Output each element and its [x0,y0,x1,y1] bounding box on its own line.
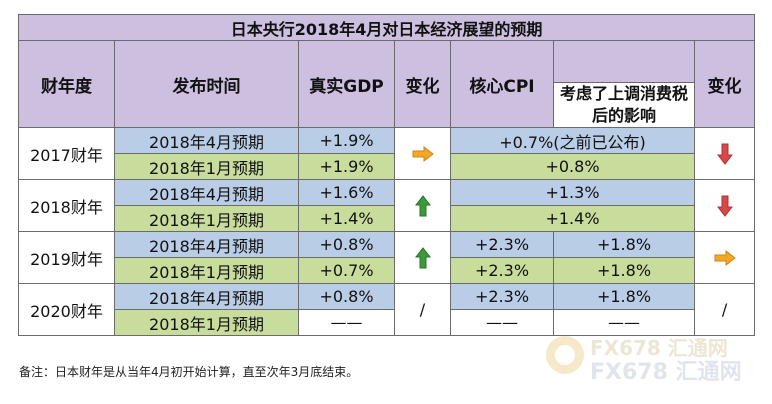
header-fiscal-year: 财年度 [18,40,115,128]
gdp-cell: +0.8% [298,231,395,258]
watermark-text: FX678 汇通网 [590,336,728,360]
gdp-change-cell [394,231,451,284]
tax-effect-cell: +1.8% [553,257,695,284]
release-time-cell: 2018年1月预期 [114,205,299,232]
year-label: 2020财年 [18,283,115,336]
release-time-cell: 2018年4月预期 [114,231,299,258]
gdp-cell: +0.7% [298,257,395,284]
boj-outlook-table: 日本央行2018年4月对日本经济展望的预期 财年度 发布时间 真实GDP 变化 … [17,14,756,336]
down-arrow-icon [716,143,733,165]
release-time-cell: 2018年4月预期 [114,127,299,154]
release-time-cell: 2018年1月预期 [114,257,299,284]
cpi-cell: +1.4% [450,205,695,232]
cpi-cell: +0.8% [450,153,695,180]
tax-effect-cell: +1.8% [553,283,695,310]
release-time-cell: 2018年1月预期 [114,309,299,336]
gdp-change-cell [394,179,451,232]
gdp-cell: +1.4% [298,205,395,232]
header-core-cpi: 核心CPI [450,40,554,128]
header-gdp-change: 变化 [394,40,451,128]
header-release-time: 发布时间 [114,40,299,128]
cpi-change-cell: / [693,283,756,336]
cpi-cell: +2.3% [450,257,554,284]
header-cpi-change: 变化 [693,40,756,128]
cpi-change-cell [693,179,756,232]
cpi-cell: +2.3% [450,231,554,258]
cpi-change-cell [693,231,756,284]
year-label: 2018财年 [18,179,115,232]
cpi-cell: +2.3% [450,283,554,310]
up-arrow-icon [414,194,431,216]
tax-effect-cell: +1.8% [553,231,695,258]
watermark-logo-icon [546,336,584,374]
gdp-cell: +1.6% [298,179,395,206]
cpi-change-cell [693,127,756,180]
cpi-cell: —— [450,309,554,336]
watermark: FX678 汇通网 FX678 汇通网 [546,330,746,385]
gdp-cell: —— [298,309,395,336]
watermark-text: FX678 汇通网 [590,360,742,385]
table-title: 日本央行2018年4月对日本经济展望的预期 [17,14,756,41]
year-label: 2017财年 [18,127,115,180]
gdp-cell: +0.8% [298,283,395,310]
release-time-cell: 2018年4月预期 [114,283,299,310]
release-time-cell: 2018年4月预期 [114,179,299,206]
tax-effect-cell: —— [553,309,695,336]
right-arrow-icon [714,249,736,266]
gdp-cell: +1.9% [298,153,395,180]
right-arrow-icon [412,145,434,162]
down-arrow-icon [716,195,733,217]
up-arrow-icon [414,246,431,268]
year-label: 2019财年 [18,231,115,284]
header-real-gdp: 真实GDP [298,40,395,128]
footnote: 备注：日本财年是从当年4月初开始计算，直至次年3月底结束。 [19,365,359,379]
gdp-change-cell [394,127,451,180]
cpi-cell: +0.7%(之前已公布) [450,127,695,154]
gdp-change-cell: / [394,283,451,336]
cpi-cell: +1.3% [450,179,695,206]
gdp-cell: +1.9% [298,127,395,154]
release-time-cell: 2018年1月预期 [114,153,299,180]
header-tax-effect: 考虑了上调消费税后的影响 [553,82,695,128]
